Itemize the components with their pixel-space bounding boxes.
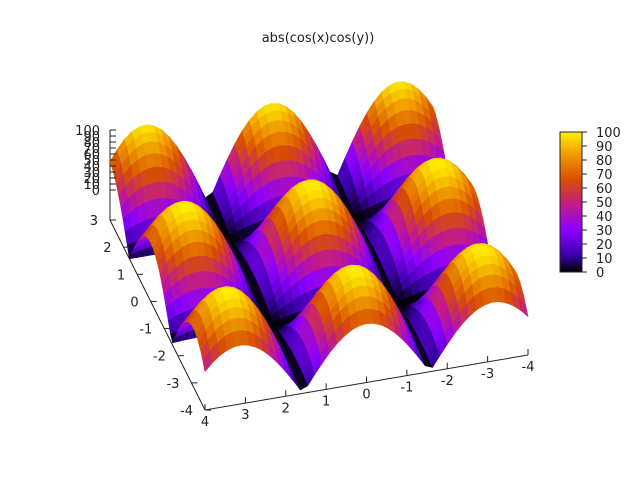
- surface-plot: [109, 81, 529, 391]
- x-axis-ticks: 4 3 2 1 0 -1 -2 -3 -4: [201, 349, 535, 430]
- colorbar-tick-label: 0: [596, 266, 604, 281]
- z-tick-label: 80: [83, 136, 100, 151]
- colorbar-tick-label: 90: [596, 140, 613, 155]
- colorbar-tick-label: 50: [596, 196, 613, 211]
- z-tick-label: 30: [83, 166, 100, 181]
- z-tick-label: 100: [75, 124, 100, 139]
- x-tick-label: -3: [481, 367, 494, 382]
- z-tick-label: 10: [83, 178, 100, 193]
- colorbar-tick-label: 100: [596, 126, 621, 141]
- z-tick-label: 50: [83, 154, 100, 169]
- chart-title: abs(cos(x)cos(y)): [262, 31, 375, 46]
- z-tick-label: 40: [83, 160, 100, 175]
- y-tick-label: -4: [180, 404, 193, 419]
- x-tick-label: -1: [400, 381, 413, 396]
- x-tick-label: 2: [282, 401, 290, 416]
- x-tick-label: 0: [362, 388, 370, 403]
- y-tick-label: 2: [103, 241, 111, 256]
- y-tick-label: -3: [166, 377, 179, 392]
- colorbar-gradient: [559, 131, 583, 273]
- y-tick-label: 0: [130, 295, 138, 310]
- x-tick-label: -4: [522, 360, 535, 375]
- colorbar-tick-label: 10: [596, 252, 613, 267]
- y-tick-label: -1: [139, 323, 152, 338]
- colorbar-tick-label: 60: [596, 182, 613, 197]
- colorbar-tick-label: 30: [596, 224, 613, 239]
- x-tick-label: -2: [441, 374, 454, 389]
- x-tick-label: 3: [241, 408, 249, 423]
- z-tick-label: 70: [83, 142, 100, 157]
- surface-cell: [518, 297, 529, 318]
- colorbar-tick-label: 70: [596, 168, 613, 183]
- colorbar-tick-label: 80: [596, 154, 613, 169]
- z-tick-label: 60: [83, 148, 100, 163]
- y-tick-label: 3: [90, 214, 98, 229]
- colorbar-tick-label: 40: [596, 210, 613, 225]
- z-tick-label: 90: [83, 130, 100, 145]
- x-tick-label: 1: [322, 394, 330, 409]
- x-tick-label: 4: [201, 415, 209, 430]
- z-tick-label: 0: [92, 184, 100, 199]
- y-tick-label: -2: [153, 350, 166, 365]
- colorbar-tick-label: 20: [596, 238, 613, 253]
- z-tick-label: 20: [83, 172, 100, 187]
- y-tick-label: 1: [117, 268, 125, 283]
